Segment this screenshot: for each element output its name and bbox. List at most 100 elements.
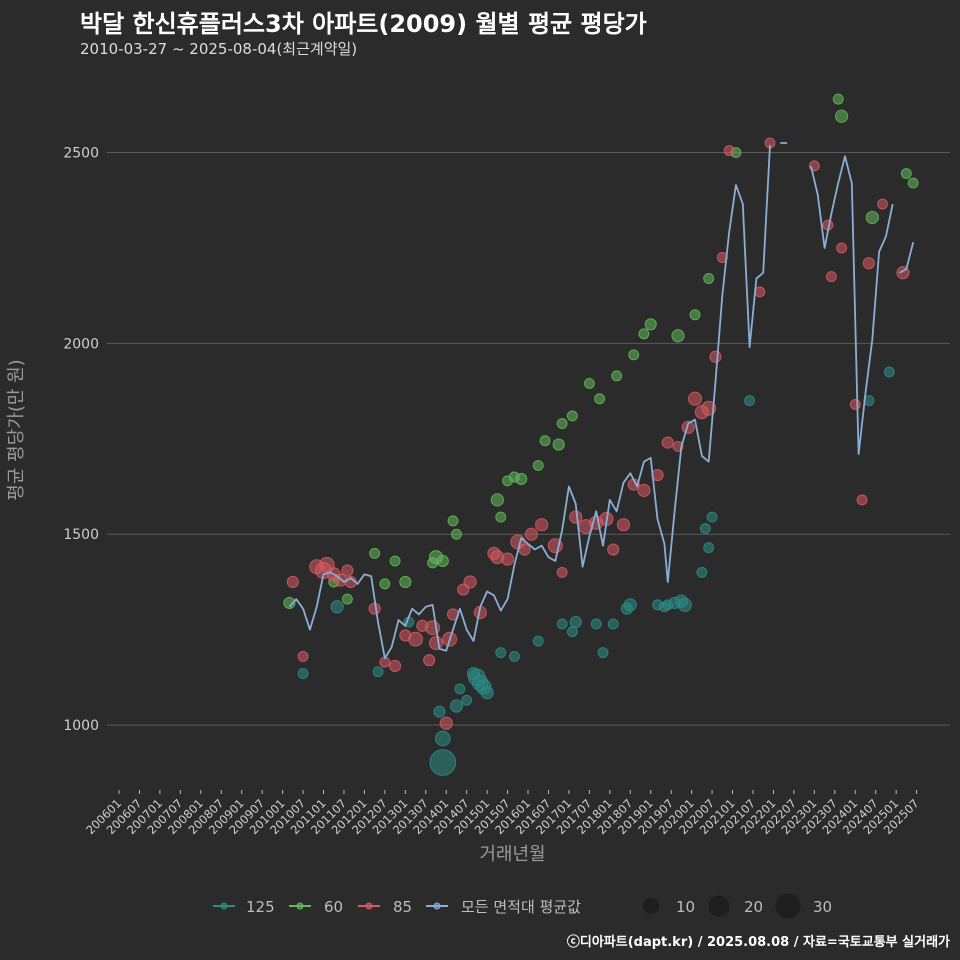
scatter-point-85: [556, 566, 568, 578]
scatter-point-85: [535, 518, 549, 532]
scatter-point-60: [689, 309, 701, 321]
scatter-point-60: [490, 493, 504, 507]
x-axis-title: 거래년월: [479, 844, 545, 865]
legend-point: [296, 902, 304, 910]
average-line: [288, 142, 915, 660]
scatter-point-60: [495, 511, 507, 523]
scatter-point-125: [744, 395, 756, 407]
scatter-point-60: [583, 378, 595, 389]
scatter-point-85: [428, 635, 444, 651]
legend-label: 125: [246, 898, 275, 916]
scatter-point-60: [835, 109, 849, 123]
scatter-point-60: [594, 393, 606, 405]
scatter-point-60: [389, 555, 401, 567]
y-tick-label: 2500: [63, 146, 99, 162]
scatter-point-85: [408, 631, 424, 647]
scatter-point-125: [597, 647, 609, 659]
scatter-point-125: [590, 618, 602, 630]
scatter-point-85: [849, 399, 861, 410]
y-axis-title: 평균 평당가(만 원): [6, 359, 27, 500]
chart-subtitle: 2010-03-27 ~ 2025-08-04(최근계약일): [80, 40, 358, 58]
scatter-point-60: [399, 575, 412, 589]
y-tick-label: 1000: [63, 718, 99, 734]
scatter-point-125: [330, 600, 344, 614]
scatter-point-125: [297, 668, 309, 680]
scatter-point-85: [341, 564, 354, 577]
scatter-point-60: [556, 418, 568, 430]
scatter-point-60: [703, 273, 715, 284]
scatter-point-125: [706, 511, 718, 523]
scatter-point-85: [687, 391, 703, 406]
chart-title: 박달 한신휴플러스3차 아파트(2009) 월별 평균 평당가: [80, 10, 647, 38]
scatter-point-125: [372, 666, 384, 678]
scatter-point-85: [681, 420, 695, 434]
legend-size-label: 30: [813, 898, 832, 916]
scatter-point-85: [723, 145, 735, 157]
scatter-point-85: [862, 257, 875, 270]
scatter-point-60: [369, 547, 381, 559]
scatter-point-85: [754, 286, 766, 298]
scatter-point-85: [709, 350, 722, 363]
scatter-point-125: [883, 366, 895, 378]
scatter-point-125: [495, 647, 507, 659]
scatter-point-125: [461, 694, 473, 706]
scatter-point-125: [703, 542, 715, 554]
scatter-point-85: [297, 650, 309, 662]
scatter-point-85: [518, 543, 531, 556]
scatter-point-60: [865, 210, 879, 225]
scatter-point-60: [283, 596, 296, 610]
scatter-point-60: [566, 410, 578, 422]
scatter-point-125: [480, 686, 494, 700]
scatter-point-125: [449, 699, 464, 713]
scatter-point-85: [836, 242, 848, 254]
scatter-point-125: [569, 615, 582, 629]
scatter-point-85: [616, 518, 631, 532]
legend-label: 모든 면적대 평균값: [461, 898, 581, 916]
legend-point: [365, 902, 373, 910]
caption: ⓒ디아파트(dapt.kr) / 2025.08.08 / 자료=국토교통부 실…: [566, 935, 950, 950]
y-tick-label: 1500: [63, 527, 99, 543]
scatter-point-85: [637, 483, 651, 497]
scatter-point-60: [341, 593, 353, 605]
legend-size-circle: [775, 893, 801, 919]
scatter-point-125: [607, 618, 619, 630]
legend-label: 85: [393, 898, 412, 916]
scatter-point-85: [439, 716, 453, 730]
scatter-point-125: [556, 618, 568, 630]
scatter-point-85: [877, 198, 888, 210]
scatter-point-60: [447, 515, 459, 527]
scatter-point-85: [607, 543, 620, 556]
scatter-point-85: [825, 271, 837, 283]
scatter-point-85: [500, 552, 515, 566]
legend-label: 60: [324, 898, 343, 916]
scatter-point-125: [699, 523, 711, 534]
scatter-point-85: [286, 575, 299, 589]
scatter-point-60: [628, 349, 640, 361]
scatter-point-125: [429, 749, 457, 776]
scatter-point-60: [515, 472, 528, 485]
scatter-point-60: [611, 370, 623, 382]
legend-size-label: 10: [676, 898, 695, 916]
scatter-point-60: [532, 460, 544, 471]
scatter-point-60: [900, 168, 912, 179]
scatter-point-125: [508, 650, 520, 662]
scatter-point-85: [423, 654, 436, 667]
legend-size-circle: [708, 895, 730, 917]
scatter-point-60: [379, 578, 391, 590]
legend-point: [220, 902, 228, 910]
scatter-point-125: [623, 598, 637, 612]
scatter-point-85: [661, 436, 674, 449]
scatter-point-125: [454, 683, 466, 695]
scatter-point-60: [638, 328, 650, 340]
scatter-point-125: [696, 566, 708, 578]
y-tick-label: 2000: [63, 336, 99, 352]
scatter-point-125: [433, 705, 446, 718]
legend-size-circle: [643, 898, 659, 914]
scatter-point-60: [671, 329, 685, 343]
scatter-point-125: [677, 597, 692, 612]
scatter-point-85: [856, 494, 868, 506]
scatter-point-60: [552, 438, 565, 451]
scatter-point-60: [907, 177, 919, 189]
legend-point: [433, 902, 441, 910]
